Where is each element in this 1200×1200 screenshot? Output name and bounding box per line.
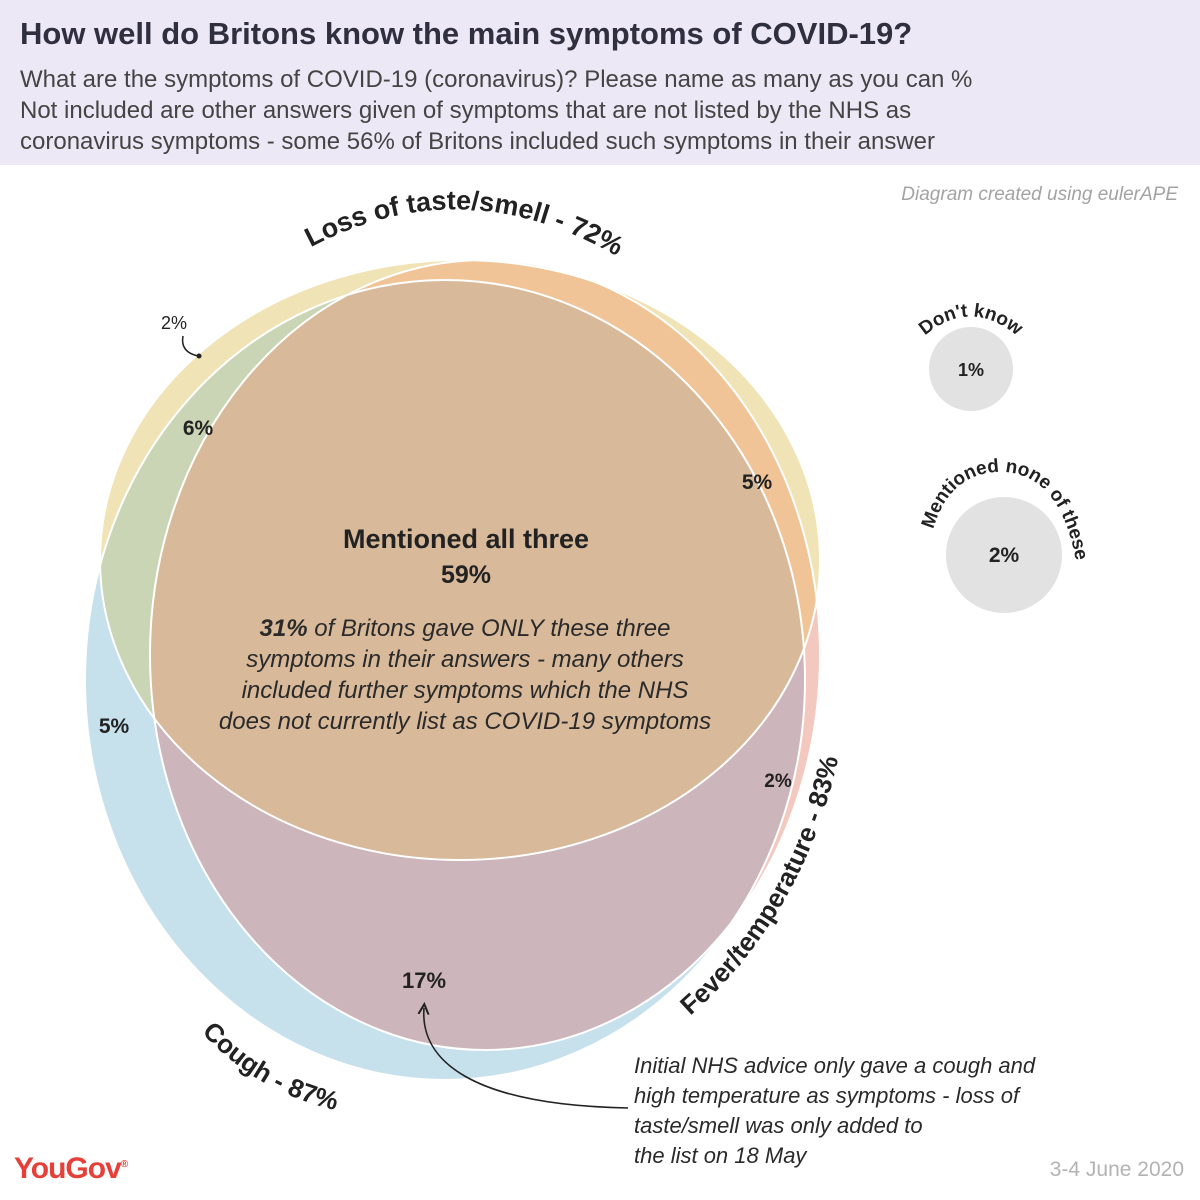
subtitle-line: Not included are other answers given of … [20,97,912,124]
region-fever-only: 2% [764,771,792,792]
page-title: How well do Britons know the main sympto… [20,16,913,51]
region-taste-fever: 5% [742,471,773,494]
center-note-line: included further symptoms which the NHS [242,677,689,704]
circle-outlines [84,259,821,1081]
center-note: 31% of Britons gave ONLY these three sym… [219,615,711,735]
registered-mark: ® [120,1159,128,1170]
all-three-title: Mentioned all three [343,524,589,554]
region-taste-only: 2% [161,313,187,333]
subtitle-line: What are the symptoms of COVID-19 (coron… [20,66,973,93]
page-subtitle: What are the symptoms of COVID-19 (coron… [20,64,1190,157]
center-note-line: 31% of Britons gave ONLY these three [260,615,671,642]
taste-only-dot [196,353,202,359]
subtitle-line: coronavirus symptoms - some 56% of Brito… [20,128,936,155]
annotation-line: high temperature as symptoms - loss of [634,1083,1022,1108]
taste-only-leader [181,335,199,357]
region-cough-fever: 17% [402,968,446,993]
taste-set-label: Loss of taste/smell - 72% [300,185,629,261]
dont-know-value: 1% [958,360,984,380]
survey-date: 3-4 June 2020 [1049,1158,1184,1181]
header-band: How well do Britons know the main sympto… [0,0,1200,165]
annotation-line: taste/smell was only added to [634,1113,923,1138]
brand-name: YouGov [14,1152,122,1185]
annotation-arrow [424,1008,629,1109]
region-cough-only: 5% [99,715,130,738]
none-circle [946,497,1062,613]
yougov-logo: YouGov® [14,1152,128,1186]
annotation-line: Initial NHS advice only gave a cough and [634,1053,1036,1078]
dont-know-circle [929,327,1013,411]
diagram-credit: Diagram created using eulerAPE [901,184,1178,205]
none-value: 2% [989,544,1020,567]
center-note-line: does not currently list as COVID-19 symp… [219,708,711,735]
center-note-line: symptoms in their answers - many others [246,646,683,673]
annotation-text: Initial NHS advice only gave a cough and… [634,1053,1036,1168]
annotation-line: the list on 18 May [634,1143,808,1168]
region-taste-cough: 6% [183,417,214,440]
all-three-value: 59% [441,561,491,589]
